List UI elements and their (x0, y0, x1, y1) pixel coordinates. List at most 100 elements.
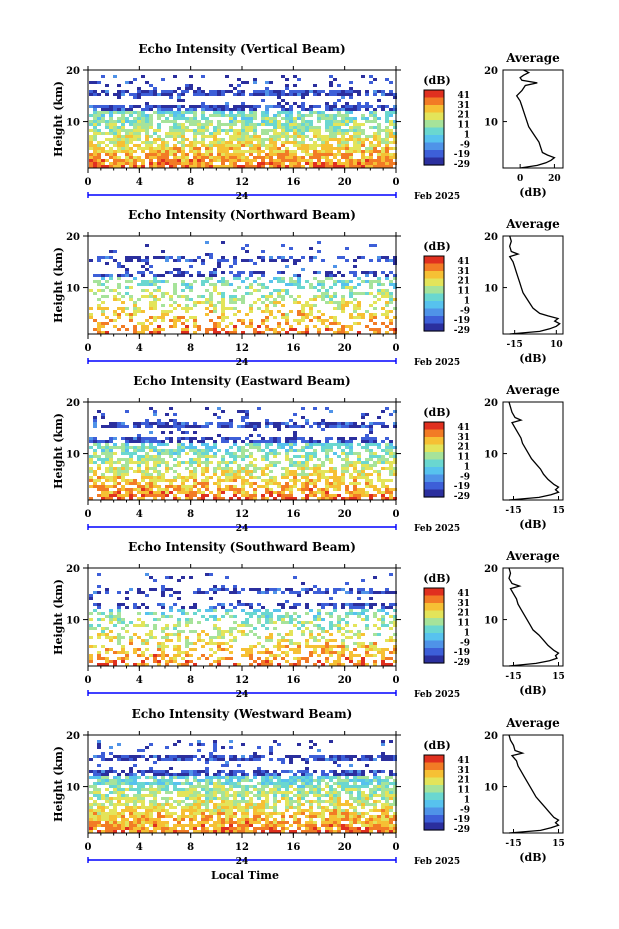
heatmap-cell (357, 458, 361, 461)
heatmap-cell (89, 612, 93, 615)
heatmap-cell (221, 488, 225, 491)
heatmap-cell (165, 108, 169, 111)
heatmap-cell (309, 129, 313, 132)
heatmap-cell (289, 135, 293, 138)
heatmap-cell (329, 645, 333, 648)
heatmap-cell (93, 455, 97, 458)
heatmap-cell (177, 485, 181, 488)
heatmap-cell (281, 117, 285, 120)
heatmap-cell (297, 657, 301, 660)
heatmap-cell (161, 636, 165, 639)
heatmap-cell (321, 135, 325, 138)
heatmap-cell (201, 93, 205, 96)
heatmap-cell (89, 597, 93, 600)
heatmap-cell (193, 603, 197, 606)
heatmap-cell (333, 114, 337, 117)
heatmap-cell (205, 108, 209, 111)
heatmap-cell (213, 413, 217, 416)
heatmap-cell (393, 422, 397, 425)
heatmap-cell (141, 443, 145, 446)
heatmap-cell (121, 645, 125, 648)
heatmap-cell (381, 458, 385, 461)
heatmap-cell (105, 274, 109, 277)
heatmap-cell (317, 117, 321, 120)
heatmap-cell (89, 81, 93, 84)
heatmap-cell (349, 165, 353, 168)
heatmap-cell (309, 111, 313, 114)
heatmap-cell (249, 663, 253, 666)
heatmap-cell (133, 111, 137, 114)
heatmap-cell (169, 609, 173, 612)
heatmap-cell (141, 488, 145, 491)
heatmap-cell (297, 331, 301, 334)
heatmap-cell (369, 271, 373, 274)
heatmap-cell (125, 90, 129, 93)
heatmap-cell (153, 446, 157, 449)
heatmap-cell (301, 313, 305, 316)
heatmap-cell (153, 654, 157, 657)
heatmap-cell (101, 277, 105, 280)
heatmap-cell (145, 135, 149, 138)
heatmap-cell (345, 636, 349, 639)
heatmap-cell (377, 256, 381, 259)
heatmap-cell (277, 256, 281, 259)
heatmap-cell (225, 425, 229, 428)
heatmap-cell (337, 621, 341, 624)
heatmap-cell (317, 159, 321, 162)
heatmap-cell (257, 588, 261, 591)
heatmap-cell (105, 425, 109, 428)
heatmap-cell (281, 298, 285, 301)
heatmap-cell (249, 461, 253, 464)
heatmap-cell (157, 821, 161, 824)
colorbar-segment (424, 462, 444, 466)
heatmap-cell (125, 159, 129, 162)
heatmap-cell (237, 93, 241, 96)
heatmap-cell (185, 494, 189, 497)
colorbar-segment (424, 313, 444, 317)
heatmap-cell (353, 654, 357, 657)
heatmap-cell (101, 111, 105, 114)
heatmap-cell (369, 591, 373, 594)
colorbar-segment (424, 600, 444, 604)
heatmap-cell (337, 446, 341, 449)
heatmap-cell (205, 253, 209, 256)
heatmap-cell (261, 830, 265, 833)
heatmap-cell (249, 165, 253, 168)
heatmap-cell (393, 331, 397, 334)
heatmap-cell (173, 307, 177, 310)
heatmap-cell (277, 322, 281, 325)
heatmap-cell (369, 431, 373, 434)
heatmap-cell (389, 135, 393, 138)
heatmap-cell (281, 645, 285, 648)
heatmap-cell (381, 256, 385, 259)
heatmap-cell (389, 497, 393, 500)
heatmap-cell (385, 274, 389, 277)
heatmap-cell (345, 144, 349, 147)
heatmap-cell (153, 90, 157, 93)
heatmap-cell (389, 153, 393, 156)
heatmap-cell (89, 657, 93, 660)
heatmap-cell (385, 830, 389, 833)
heatmap-cell (101, 476, 105, 479)
heatmap-cell (197, 153, 201, 156)
heatmap-cell (97, 494, 101, 497)
heatmap-cell (237, 129, 241, 132)
heatmap-cell (161, 458, 165, 461)
heatmap-cell (285, 265, 289, 268)
heatmap-cell (333, 452, 337, 455)
heatmap-cell (193, 150, 197, 153)
heatmap-cell (93, 827, 97, 830)
heatmap-cell (225, 153, 229, 156)
heatmap-cell (193, 491, 197, 494)
heatmap-cell (169, 93, 173, 96)
heatmap-cell (305, 147, 309, 150)
heatmap-cell (169, 132, 173, 135)
heatmap-cell (277, 422, 281, 425)
heatmap-cell (269, 488, 273, 491)
heatmap-cell (93, 443, 97, 446)
heatmap-cell (333, 485, 337, 488)
heatmap-cell (213, 325, 217, 328)
heatmap-cell (125, 437, 129, 440)
heatmap-cell (145, 830, 149, 833)
heatmap-cell (333, 322, 337, 325)
